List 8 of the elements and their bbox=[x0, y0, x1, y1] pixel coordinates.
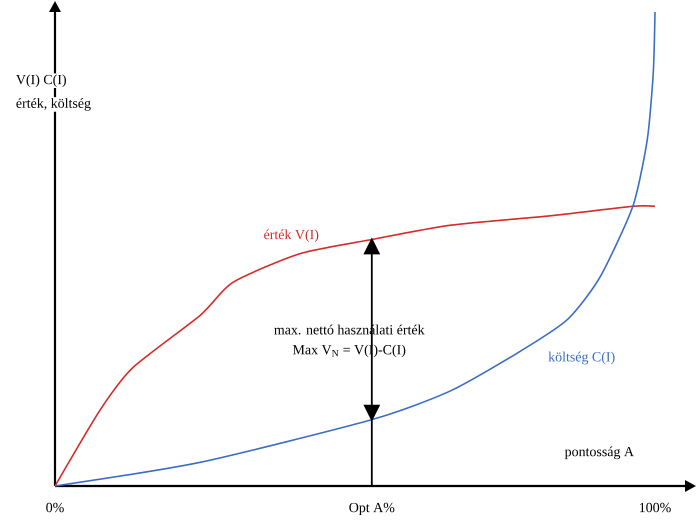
series-label: érték V(I) bbox=[264, 229, 318, 242]
series-label: költség C(I) bbox=[548, 352, 615, 364]
x-axis-title: pontosság A bbox=[564, 446, 634, 460]
x-tick-label: 0% bbox=[46, 502, 64, 512]
x-tick-label: Opt A% bbox=[349, 502, 394, 516]
y-axis-title: V(I) C(I) bbox=[16, 74, 66, 88]
x-tick-label: 100% bbox=[640, 502, 671, 512]
annotation: érték, költség bbox=[16, 98, 91, 111]
